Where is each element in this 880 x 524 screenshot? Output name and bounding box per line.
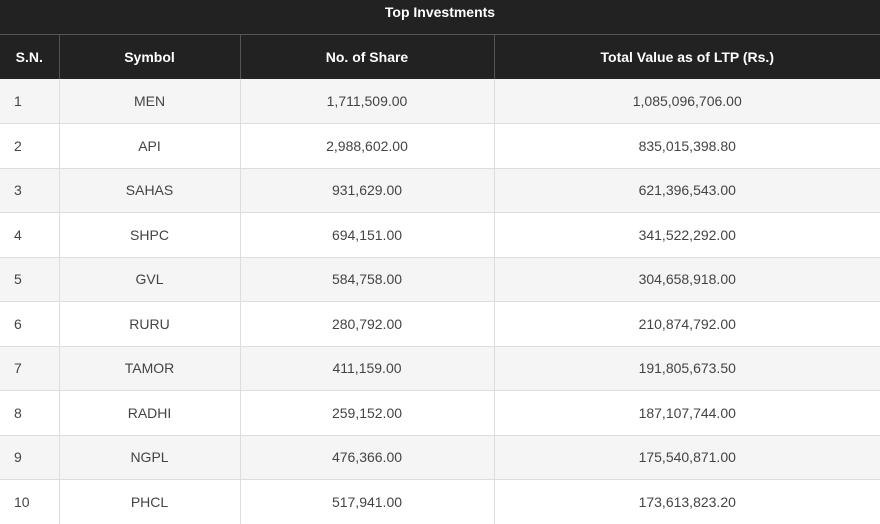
- table-row: 2 API 2,988,602.00 835,015,398.80: [0, 123, 880, 169]
- column-header-shares: No. of Share: [240, 35, 495, 79]
- cell-symbol: NGPL: [59, 435, 241, 480]
- column-header-symbol: Symbol: [59, 35, 241, 79]
- cell-sn: 1: [0, 79, 60, 124]
- cell-shares: 694,151.00: [240, 212, 495, 258]
- cell-sn: 7: [0, 346, 60, 391]
- cell-symbol: RURU: [59, 301, 241, 347]
- cell-symbol: PHCL: [59, 479, 241, 524]
- cell-shares: 259,152.00: [240, 390, 495, 436]
- column-header-value: Total Value as of LTP (Rs.): [494, 35, 880, 79]
- table-row: 5 GVL 584,758.00 304,658,918.00: [0, 257, 880, 302]
- table-body: 1 MEN 1,711,509.00 1,085,096,706.00 2 API 2,98…: [0, 79, 880, 524]
- cell-shares: 931,629.00: [240, 168, 495, 213]
- cell-value: 191,805,673.50: [494, 346, 880, 391]
- cell-value: 210,874,792.00: [494, 301, 880, 347]
- table-row: 6 RURU 280,792.00 210,874,792.00: [0, 301, 880, 347]
- cell-symbol: SHPC: [59, 212, 241, 258]
- cell-sn: 2: [0, 123, 60, 169]
- cell-value: 341,522,292.00: [494, 212, 880, 258]
- cell-symbol: TAMOR: [59, 346, 241, 391]
- table-row: 4 SHPC 694,151.00 341,522,292.00: [0, 212, 880, 258]
- cell-symbol: SAHAS: [59, 168, 241, 213]
- cell-value: 621,396,543.00: [494, 168, 880, 213]
- cell-sn: 8: [0, 390, 60, 436]
- header-row: S.N. Symbol No. of Share Total Value as …: [0, 35, 880, 79]
- cell-sn: 10: [0, 479, 60, 524]
- cell-value: 175,540,871.00: [494, 435, 880, 480]
- cell-shares: 2,988,602.00: [240, 123, 495, 169]
- cell-sn: 3: [0, 168, 60, 213]
- cell-value: 304,658,918.00: [494, 257, 880, 302]
- cell-sn: 5: [0, 257, 60, 302]
- cell-shares: 1,711,509.00: [240, 79, 495, 124]
- cell-shares: 584,758.00: [240, 257, 495, 302]
- table-row: 9 NGPL 476,366.00 175,540,871.00: [0, 435, 880, 480]
- table-row: 8 RADHI 259,152.00 187,107,744.00: [0, 390, 880, 436]
- cell-sn: 9: [0, 435, 60, 480]
- cell-value: 1,085,096,706.00: [494, 79, 880, 124]
- cell-shares: 517,941.00: [240, 479, 495, 524]
- cell-sn: 6: [0, 301, 60, 347]
- table-title: Top Investments: [0, 0, 880, 35]
- table-row: 10 PHCL 517,941.00 173,613,823.20: [0, 479, 880, 524]
- cell-symbol: API: [59, 123, 241, 169]
- cell-symbol: GVL: [59, 257, 241, 302]
- cell-shares: 280,792.00: [240, 301, 495, 347]
- table-row: 7 TAMOR 411,159.00 191,805,673.50: [0, 346, 880, 391]
- investments-table: S.N. Symbol No. of Share Total Value as …: [0, 35, 880, 524]
- table-row: 1 MEN 1,711,509.00 1,085,096,706.00: [0, 79, 880, 124]
- cell-value: 835,015,398.80: [494, 123, 880, 169]
- table-row: 3 SAHAS 931,629.00 621,396,543.00: [0, 168, 880, 213]
- cell-symbol: RADHI: [59, 390, 241, 436]
- cell-shares: 476,366.00: [240, 435, 495, 480]
- column-header-sn: S.N.: [0, 35, 60, 79]
- cell-value: 173,613,823.20: [494, 479, 880, 524]
- cell-value: 187,107,744.00: [494, 390, 880, 436]
- cell-sn: 4: [0, 212, 60, 258]
- cell-symbol: MEN: [59, 79, 241, 124]
- cell-shares: 411,159.00: [240, 346, 495, 391]
